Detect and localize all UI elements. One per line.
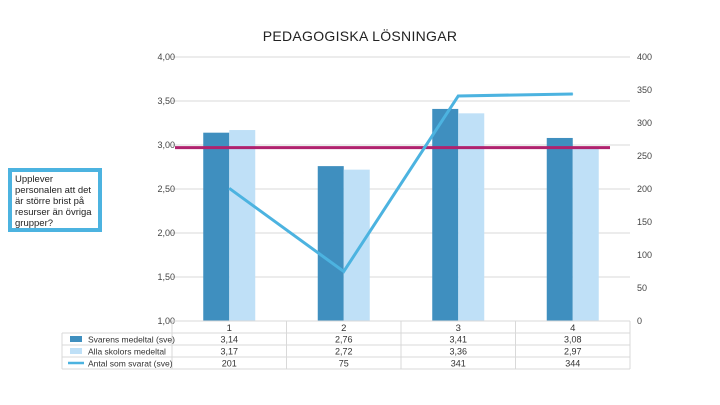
- data-table-value: 3,41: [449, 335, 467, 345]
- category-label: 1: [227, 323, 232, 334]
- y-tick-label: 3,50: [157, 96, 175, 106]
- bar-alla-skolors: [343, 169, 370, 321]
- data-table-value: 3,14: [220, 335, 238, 345]
- bar-svarens: [432, 108, 459, 321]
- bar-alla-skolors: [458, 113, 485, 321]
- series-line-antal: [228, 92, 573, 274]
- y2-tick-label: 100: [637, 250, 652, 260]
- data-table-value: 3,08: [564, 335, 582, 345]
- y2-tick-label: 300: [637, 118, 652, 128]
- legend-label: Antal som svarat (sve): [88, 359, 173, 369]
- legend-label: Svarens medeltal (sve): [88, 335, 175, 345]
- line-point: [343, 271, 345, 272]
- data-table-value: 3,17: [220, 347, 238, 357]
- y-tick-label: 1,50: [157, 272, 175, 282]
- legend-key-swatch: [70, 336, 82, 342]
- data-table-value: 201: [222, 359, 237, 369]
- y-tick-label: 3,00: [157, 140, 175, 150]
- bar-svarens: [203, 132, 230, 321]
- category-label: 4: [570, 323, 575, 334]
- bar-alla-skolors: [229, 130, 256, 321]
- bar-svarens: [546, 137, 573, 321]
- legend-key-swatch: [70, 348, 82, 354]
- chart-title: PEDAGOGISKA LÖSNINGAR: [262, 28, 458, 44]
- y-tick-label: 2,50: [157, 184, 175, 194]
- data-table-value: 3,36: [449, 347, 467, 357]
- y2-tick-label: 250: [637, 151, 652, 161]
- bar-svarens: [317, 166, 344, 321]
- bar-alla-skolors: [572, 147, 599, 321]
- data-table-value: 2,97: [564, 347, 582, 357]
- y-tick-label: 4,00: [157, 52, 175, 62]
- data-table-value: 344: [565, 359, 580, 369]
- y2-tick-label: 150: [637, 217, 652, 227]
- annotation-callout: Upplever personalen att det är större br…: [8, 168, 102, 232]
- line-point: [228, 187, 230, 189]
- category-label: 3: [456, 323, 461, 334]
- y2-tick-label: 400: [637, 52, 652, 62]
- data-table-value: 75: [339, 359, 349, 369]
- y2-tick-label: 200: [637, 184, 652, 194]
- category-label: 2: [341, 323, 346, 334]
- line-point: [457, 95, 459, 97]
- y-tick-label: 1,00: [157, 316, 175, 326]
- data-table-value: 2,76: [335, 335, 353, 345]
- line-point: [572, 93, 574, 95]
- legend-label: Alla skolors medeltal: [88, 347, 166, 357]
- y2-tick-label: 50: [637, 283, 647, 293]
- y-tick-label: 2,00: [157, 228, 175, 238]
- y2-tick-label: 350: [637, 85, 652, 95]
- y2-tick-label: 0: [637, 316, 642, 326]
- data-table-value: 2,72: [335, 347, 353, 357]
- data-table-value: 341: [451, 359, 466, 369]
